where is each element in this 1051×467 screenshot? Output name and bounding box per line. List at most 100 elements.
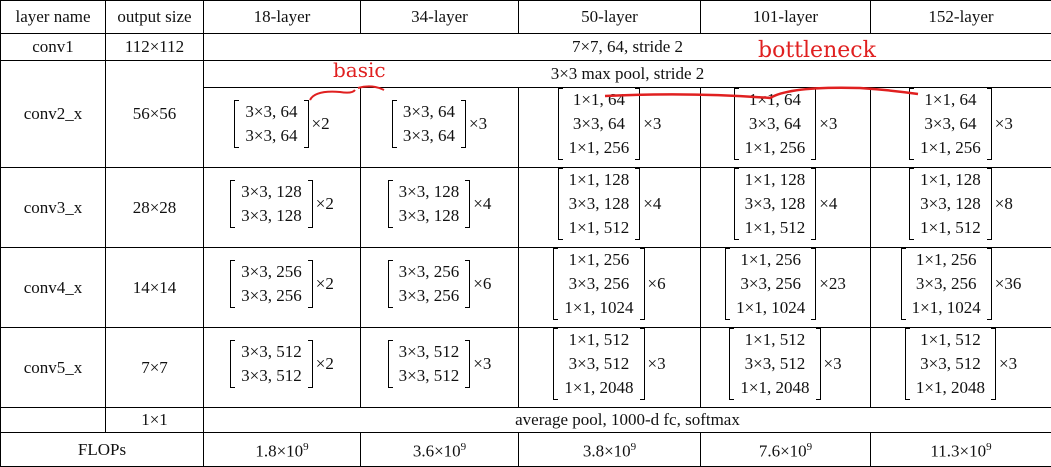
- layer-spec: 3×3, 256: [912, 272, 981, 296]
- bracket-right: [465, 260, 470, 308]
- bracket-right: [465, 340, 470, 388]
- bracket-right: [308, 260, 313, 308]
- repeat: ×3: [643, 112, 661, 136]
- layer-spec: 1×1, 64: [569, 88, 630, 112]
- bracket-right: [991, 328, 996, 400]
- layer-spec: 3×3, 256: [399, 284, 460, 308]
- cell: average pool, 1000-d fc, softmax: [204, 408, 1051, 433]
- layer-spec: 1×1, 2048: [564, 376, 633, 400]
- layer-spec: 1×1, 1024: [912, 296, 981, 320]
- repeat: ×2: [316, 192, 334, 216]
- repeat: ×2: [312, 112, 330, 136]
- flops-base: 7.6×10: [759, 442, 807, 461]
- layer-spec: 3×3, 128: [569, 192, 630, 216]
- layer-spec: 1×1, 512: [920, 216, 981, 240]
- flops-base: 3.6×10: [413, 442, 461, 461]
- cell: conv2_x: [1, 61, 106, 168]
- bracket-right: [640, 248, 645, 320]
- cell: 1×1: [106, 408, 204, 433]
- repeat: ×3: [824, 352, 842, 376]
- cell: 7×7, 64, stride 2: [204, 34, 1051, 61]
- layer-spec: 1×1, 256: [745, 136, 806, 160]
- layer-spec: 1×1, 2048: [740, 376, 809, 400]
- layer-spec: 1×1, 512: [916, 328, 985, 352]
- layer-spec: 3×3, 128: [241, 204, 302, 228]
- repeat: ×3: [473, 352, 491, 376]
- bracket-right: [635, 88, 640, 160]
- cell: 3×3 max pool, stride 2: [204, 61, 1051, 88]
- layer-spec: 1×1, 512: [569, 216, 630, 240]
- bracket-right: [308, 180, 313, 228]
- cell: 7×7: [106, 328, 204, 408]
- cell: layer name: [1, 1, 106, 34]
- bracket-right: [304, 100, 309, 148]
- layer-spec: 3×3, 512: [241, 340, 302, 364]
- layer-spec: 3×3, 512: [399, 364, 460, 388]
- flops-base: 11.3×10: [930, 442, 986, 461]
- layer-spec: 1×1, 128: [569, 168, 630, 192]
- layer-spec: 3×3, 128: [399, 180, 460, 204]
- cell: conv5_x: [1, 328, 106, 408]
- layer-spec: 3×3, 256: [241, 260, 302, 284]
- repeat: ×8: [995, 192, 1013, 216]
- bracket-right: [308, 340, 313, 388]
- repeat: ×3: [999, 352, 1017, 376]
- flops-exp: 9: [807, 441, 813, 453]
- layer-spec: 3×3, 512: [399, 340, 460, 364]
- layer-spec: 3×3, 512: [564, 352, 633, 376]
- bracket-right: [987, 248, 992, 320]
- layer-spec: 1×1, 2048: [916, 376, 985, 400]
- cell: 18-layer: [204, 1, 361, 34]
- bracket-right: [465, 180, 470, 228]
- layer-spec: 3×3, 512: [740, 352, 809, 376]
- layer-spec: 3×3, 128: [920, 192, 981, 216]
- repeat: ×2: [316, 352, 334, 376]
- bracket-right: [811, 88, 816, 160]
- layer-spec: 3×3, 256: [241, 284, 302, 308]
- bracket-right: [635, 168, 640, 240]
- repeat: ×6: [473, 272, 491, 296]
- repeat: ×4: [819, 192, 837, 216]
- layer-spec: 3×3, 256: [564, 272, 633, 296]
- cell: 50-layer: [519, 1, 701, 34]
- bracket-right: [987, 88, 992, 160]
